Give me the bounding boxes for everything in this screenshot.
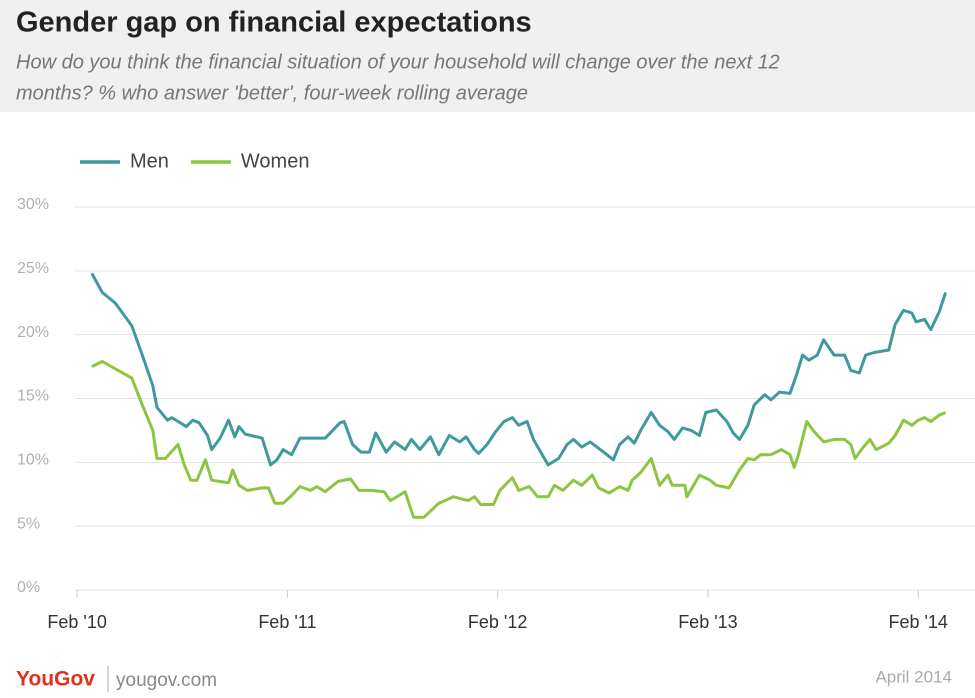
logo: YouGov: [16, 668, 95, 691]
x-tick-label: Feb '10: [47, 612, 106, 632]
data-line: [91, 360, 947, 519]
chart-subtitle: months? % who answer 'better', four-week…: [16, 82, 528, 104]
y-tick-label: 0%: [17, 579, 40, 596]
x-tick-label: Feb '12: [468, 612, 527, 632]
footer-site: yougov.com: [116, 670, 217, 691]
y-tick-label: 20%: [17, 324, 49, 341]
footer-date: April 2014: [875, 667, 952, 686]
y-tick-label: 25%: [17, 260, 49, 277]
chart-subtitle: How do you think the financial situation…: [16, 51, 780, 73]
y-tick-label: 10%: [17, 452, 49, 469]
y-tick-label: 30%: [17, 196, 49, 213]
chart-title: Gender gap on financial expectations: [16, 7, 532, 39]
y-tick-label: 5%: [17, 515, 40, 532]
legend-label: Men: [130, 150, 169, 172]
data-line: [90, 272, 948, 467]
y-tick-label: 15%: [17, 388, 49, 405]
legend-label: Women: [241, 150, 310, 172]
header-band: [0, 0, 975, 112]
x-tick-label: Feb '14: [888, 612, 947, 632]
x-tick-label: Feb '13: [678, 612, 737, 632]
x-tick-label: Feb '11: [258, 612, 316, 632]
